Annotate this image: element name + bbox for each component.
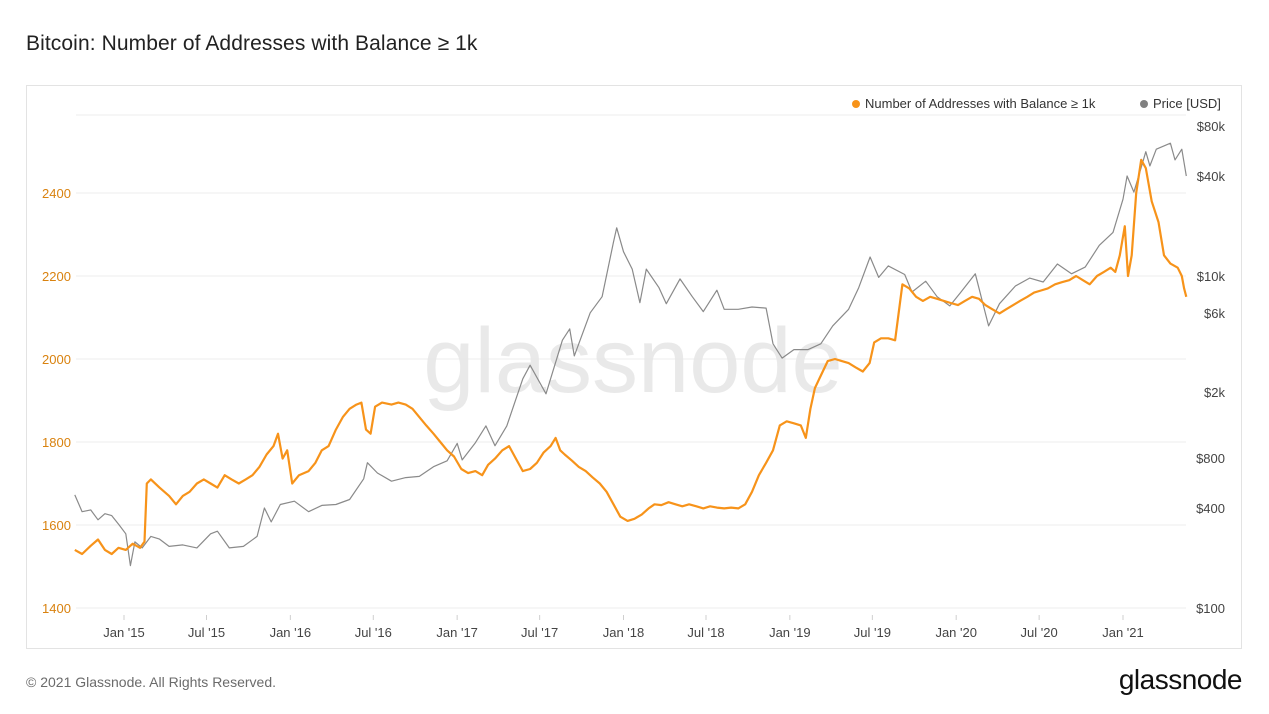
x-axis-tick-label: Jan '20 xyxy=(935,625,977,640)
legend-dot-orange-icon xyxy=(852,100,860,108)
x-axis-tick-label: Jul '18 xyxy=(687,625,724,640)
legend-dot-gray-icon xyxy=(1140,100,1148,108)
x-axis-tick-label: Jan '18 xyxy=(603,625,645,640)
x-axis-tick-label: Jan '16 xyxy=(270,625,312,640)
chart-frame xyxy=(26,85,1242,649)
x-axis-tick-label: Jan '15 xyxy=(103,625,145,640)
legend-price-label: Price [USD] xyxy=(1153,96,1221,111)
grid-layer xyxy=(76,114,1186,609)
x-axis-tick-label: Jul '20 xyxy=(1021,625,1058,640)
x-axis-tick-label: Jul '17 xyxy=(521,625,558,640)
legend-addresses[interactable]: Number of Addresses with Balance ≥ 1k xyxy=(852,96,1095,111)
left-axis-tick-label: 2400 xyxy=(42,186,71,201)
x-axis-tick-label: Jul '19 xyxy=(854,625,891,640)
right-axis-tick-label: $10k xyxy=(1197,269,1226,284)
left-axis-tick-label: 1600 xyxy=(42,518,71,533)
x-axis-tick-label: Jul '15 xyxy=(188,625,225,640)
series-layer xyxy=(74,142,1188,567)
right-axis-tick-label: $40k xyxy=(1197,169,1226,184)
chart-title: Bitcoin: Number of Addresses with Balanc… xyxy=(26,32,478,55)
right-axis-tick-label: $6k xyxy=(1204,306,1225,321)
x-axis-tick-label: Jan '21 xyxy=(1102,625,1144,640)
right-axis-tick-label: $2k xyxy=(1204,385,1225,400)
addresses-series-line xyxy=(74,158,1188,556)
x-axis-tick-label: Jan '17 xyxy=(436,625,478,640)
right-axis-tick-label: $80k xyxy=(1197,119,1226,134)
legend-price[interactable]: Price [USD] xyxy=(1140,96,1221,111)
x-axis-tick-label: Jul '16 xyxy=(355,625,392,640)
right-axis-tick-label: $100 xyxy=(1196,601,1225,616)
watermark: glassnode xyxy=(423,310,842,412)
glassnode-logo[interactable]: glassnode xyxy=(1118,664,1243,695)
legend-addresses-label: Number of Addresses with Balance ≥ 1k xyxy=(865,96,1096,111)
price-series-line xyxy=(74,142,1187,567)
left-axis-tick-label: 1400 xyxy=(42,601,71,616)
copyright-text: © 2021 Glassnode. All Rights Reserved. xyxy=(26,674,277,690)
left-axis-tick-label: 2200 xyxy=(42,269,71,284)
left-axis-tick-label: 1800 xyxy=(42,435,71,450)
left-axis-tick-label: 2000 xyxy=(42,352,71,367)
right-axis-tick-label: $800 xyxy=(1196,451,1225,466)
axis-layer: 1400 1600 1800 2000 2200 2400 $100 $400 $800 $2k $… xyxy=(42,119,1225,640)
right-axis-tick-label: $400 xyxy=(1196,501,1225,516)
x-axis-tick-label: Jan '19 xyxy=(769,625,811,640)
